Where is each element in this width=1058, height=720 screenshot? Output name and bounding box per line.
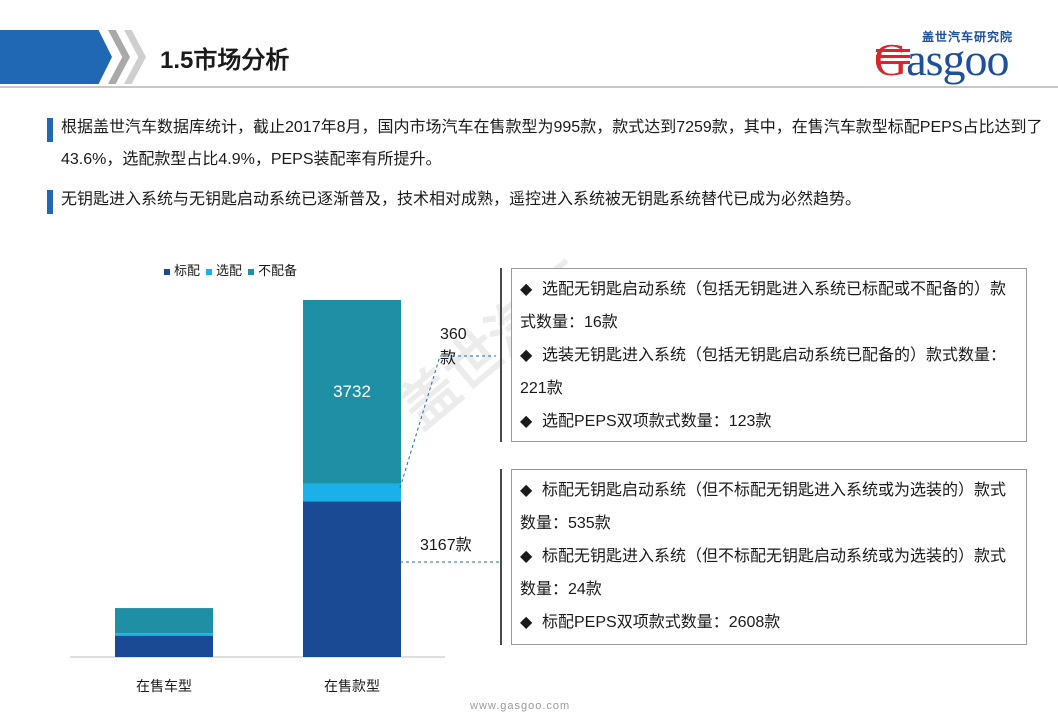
x-tick-label-variants: 在售款型 [324, 678, 380, 694]
list-item: ◆ 标配无钥匙进入系统（但不标配无钥匙启动系统或为选装的）款式数量：24款 [520, 540, 1020, 606]
bracket-standard [500, 469, 508, 645]
x-tick-label-cars: 在售车型 [136, 678, 192, 694]
diamond-bullet-icon: ◆ [520, 413, 533, 430]
optional-config-box: ◆ 选配无钥匙启动系统（包括无钥匙进入系统已标配或不配备的）款式数量：16款 ◆ 选… [511, 268, 1027, 442]
page-title: 1.5市场分析 [160, 47, 290, 74]
standard-config-box: ◆ 标配无钥匙启动系统（但不标配无钥匙进入系统或为选装的）款式数量：535款 ◆ 标… [511, 469, 1027, 645]
bracket-optional [500, 268, 508, 442]
bar-0-标配 [115, 635, 213, 657]
legend-swatch-icon [206, 268, 213, 275]
logo-chinese-text: 盖世汽车研究院 [922, 30, 1014, 44]
diamond-bullet-icon: ◆ [520, 548, 533, 565]
list-item: ◆ 选配PEPS双项款式数量：123款 [520, 405, 1020, 438]
diamond-bullet-icon: ◆ [520, 281, 533, 298]
logo-wordmark: Gasgoo [874, 34, 1010, 85]
bar-1-选配 [303, 483, 401, 502]
diamond-bullet-icon: ◆ [520, 614, 533, 631]
legend-item: 不配备 [248, 260, 297, 279]
list-item: ◆ 标配无钥匙启动系统（但不标配无钥匙进入系统或为选装的）款式数量：535款 [520, 474, 1020, 540]
chart-canvas [70, 300, 445, 658]
footer-url: www.gasgoo.com [470, 700, 571, 712]
diamond-bullet-icon: ◆ [520, 482, 533, 499]
diamond-bullet-icon: ◆ [520, 347, 533, 364]
annotation-optional: 360款 [440, 326, 467, 367]
header-banner [0, 30, 112, 84]
list-item: ◆ 标配PEPS双项款式数量：2608款 [520, 606, 1020, 639]
segment-label-none: 3732 [333, 381, 371, 401]
list-item: ◆ 选配无钥匙启动系统（包括无钥匙进入系统已标配或不配备的）款式数量：16款 [520, 273, 1020, 339]
stacked-bar-chart: 标配 选配 不配备 在售车型 在售款型 3732 360款 3167款 [40, 250, 480, 700]
paragraph-trend: 无钥匙进入系统与无钥匙启动系统已逐渐普及，技术相对成熟，遥控进入系统被无钥匙系统… [47, 184, 1051, 216]
annotation-standard: 3167款 [420, 537, 472, 554]
bar-0-不配备 [115, 608, 213, 634]
legend-item: 选配 [206, 260, 242, 279]
legend-item: 标配 [164, 260, 200, 279]
paragraph-market-stats: 根据盖世汽车数据库统计，截止2017年8月，国内市场汽车在售款型为995款，款式… [47, 112, 1051, 176]
legend-swatch-icon [164, 268, 170, 275]
header-divider [0, 86, 1058, 88]
legend-swatch-icon [248, 268, 255, 275]
bar-1-标配 [303, 501, 401, 657]
bar-0-选配 [115, 633, 213, 636]
bar-1-不配备 [303, 300, 401, 484]
chart-legend: 标配 选配 不配备 [164, 260, 297, 279]
logo-stripes-icon [876, 49, 910, 71]
list-item: ◆ 选装无钥匙进入系统（包括无钥匙启动系统已配备的）款式数量：221款 [520, 339, 1020, 405]
